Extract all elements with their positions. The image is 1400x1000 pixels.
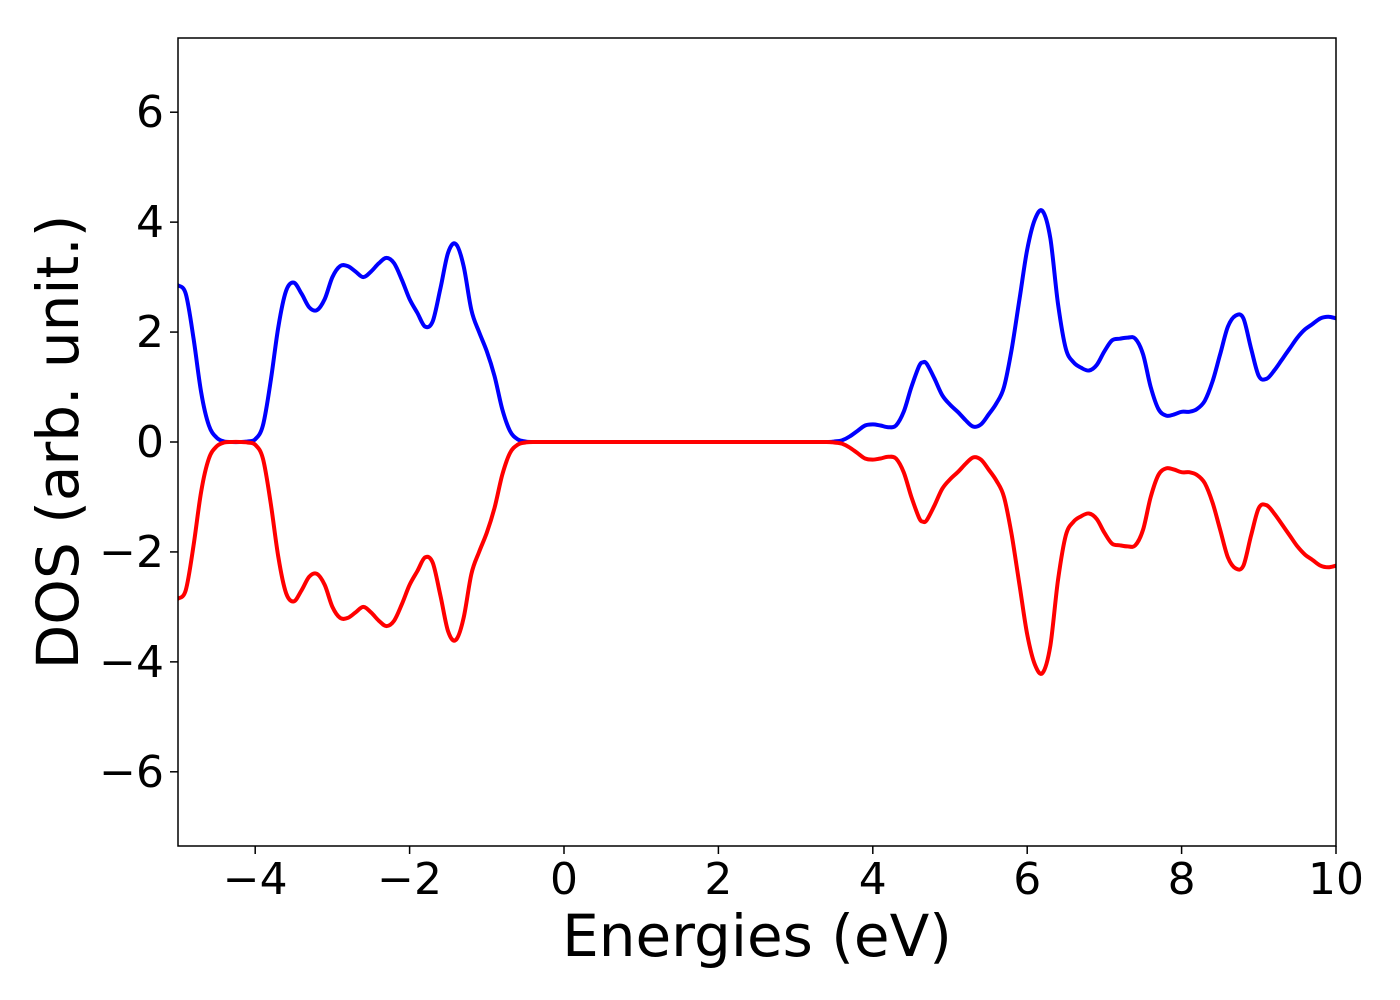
- y-tick-label: −6: [99, 747, 164, 798]
- x-tick-label: 4: [859, 854, 887, 905]
- x-axis-label: Energies (eV): [562, 902, 952, 970]
- y-tick-label: 4: [136, 197, 164, 248]
- x-tick-label: 10: [1308, 854, 1364, 905]
- y-tick-label: −4: [99, 637, 164, 688]
- x-tick-label: 2: [704, 854, 732, 905]
- y-axis-label: DOS (arb. unit.): [24, 215, 92, 670]
- x-tick-label: −2: [377, 854, 442, 905]
- y-axis: −6 −4 −2 0 2 4 6: [99, 87, 178, 798]
- x-tick-label: 0: [550, 854, 578, 905]
- dos-series-blue-line: [178, 208, 1336, 445]
- y-tick-label: −2: [99, 527, 164, 578]
- x-tick-label: 8: [1168, 854, 1196, 905]
- y-tick-label: 6: [136, 87, 164, 138]
- x-tick-label: −4: [223, 854, 288, 905]
- dos-series-red-line: [178, 439, 1336, 676]
- x-tick-label: 6: [1013, 854, 1041, 905]
- y-tick-label: 2: [136, 307, 164, 358]
- x-axis: −4 −2 0 2 4 6 8 10: [223, 846, 1364, 905]
- y-tick-label: 0: [136, 417, 164, 468]
- series-layer: [178, 208, 1336, 676]
